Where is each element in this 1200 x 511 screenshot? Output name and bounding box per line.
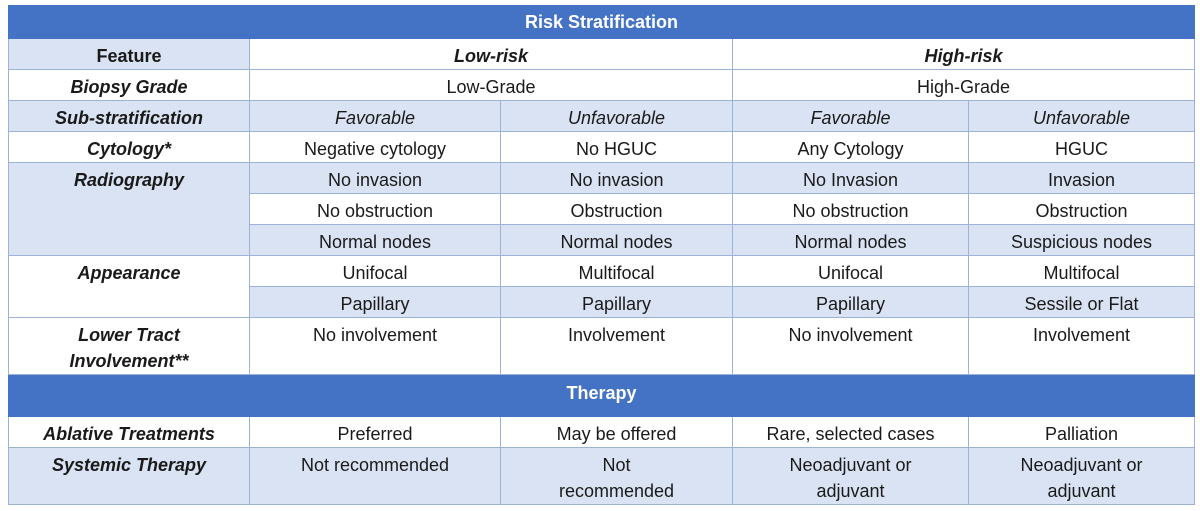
substrat-label: Sub-stratification bbox=[8, 100, 250, 132]
app-r2-c2: Papillary bbox=[500, 286, 733, 318]
systemic-row: Systemic Therapy Not recommended Not rec… bbox=[8, 447, 1196, 505]
radio-r1-c1: No invasion bbox=[249, 162, 501, 194]
ablative-row: Ablative Treatments Preferred May be off… bbox=[8, 416, 1196, 448]
app-r2-c1: Papillary bbox=[249, 286, 501, 318]
risk-stratification-table: Risk Stratification Feature Low-risk Hig… bbox=[7, 5, 1196, 505]
radio-r2-c1: No obstruction bbox=[249, 193, 501, 225]
app-r1-c1: Unifocal bbox=[249, 255, 501, 287]
ablative-c4: Palliation bbox=[967, 416, 1196, 448]
biopsy-row: Biopsy Grade Low-Grade High-Grade bbox=[8, 69, 1196, 101]
app-r1-c2: Multifocal bbox=[500, 255, 733, 287]
cytology-c1: Negative cytology bbox=[249, 131, 501, 163]
appearance-row-1: Appearance Unifocal Multifocal Unifocal … bbox=[8, 255, 1196, 318]
radiography-row-2: No obstruction Obstruction No obstructio… bbox=[9, 193, 1196, 225]
header-row: Feature Low-risk High-risk bbox=[8, 38, 1196, 70]
biopsy-label: Biopsy Grade bbox=[8, 69, 250, 101]
radiography-row-3: Normal nodes Normal nodes Normal nodes S… bbox=[9, 224, 1196, 256]
appearance-row-2: Papillary Papillary Papillary Sessile or… bbox=[9, 286, 1196, 318]
app-r1-c4: Multifocal bbox=[967, 255, 1196, 287]
app-r2-c3: Papillary bbox=[732, 286, 969, 318]
radio-r1-c4: Invasion bbox=[967, 162, 1196, 194]
systemic-c4-line2: adjuvant bbox=[1047, 481, 1116, 501]
app-r1-c3: Unifocal bbox=[732, 255, 969, 287]
substrat-c3: Favorable bbox=[732, 100, 969, 132]
systemic-c3: Neoadjuvant or adjuvant bbox=[732, 447, 969, 505]
lower-tract-c4: Involvement bbox=[967, 317, 1196, 375]
ablative-c1: Preferred bbox=[249, 416, 501, 448]
systemic-c2: Not recommended bbox=[500, 447, 733, 505]
systemic-c4-line1: Neoadjuvant or bbox=[1020, 455, 1143, 475]
risk-table-container: Risk Stratification Feature Low-risk Hig… bbox=[7, 5, 1196, 505]
therapy-title: Therapy bbox=[7, 374, 1196, 417]
appearance-label: Appearance bbox=[8, 255, 250, 318]
cytology-row: Cytology* Negative cytology No HGUC Any … bbox=[8, 131, 1196, 163]
app-r2-c4: Sessile or Flat bbox=[967, 286, 1196, 318]
radio-r3-c4: Suspicious nodes bbox=[967, 224, 1196, 256]
systemic-c1: Not recommended bbox=[249, 447, 501, 505]
ablative-c2: May be offered bbox=[500, 416, 733, 448]
lower-tract-c2: Involvement bbox=[500, 317, 733, 375]
ablative-label: Ablative Treatments bbox=[8, 416, 250, 448]
systemic-c4: Neoadjuvant or adjuvant bbox=[967, 447, 1196, 505]
radio-r3-c1: Normal nodes bbox=[249, 224, 501, 256]
biopsy-low: Low-Grade bbox=[249, 69, 733, 101]
table-title: Risk Stratification bbox=[7, 5, 1196, 39]
substrat-c2: Unfavorable bbox=[500, 100, 733, 132]
lower-tract-c1: No involvement bbox=[249, 317, 501, 375]
systemic-c3-line2: adjuvant bbox=[816, 481, 885, 501]
systemic-label: Systemic Therapy bbox=[8, 447, 250, 505]
substrat-c1: Favorable bbox=[249, 100, 501, 132]
cytology-c4: HGUC bbox=[967, 131, 1196, 163]
systemic-c3-line1: Neoadjuvant or bbox=[789, 455, 912, 475]
feature-header: Feature bbox=[8, 38, 250, 70]
title-row: Risk Stratification bbox=[7, 5, 1196, 39]
high-risk-header: High-risk bbox=[731, 38, 1196, 70]
systemic-c2-line2: recommended bbox=[558, 481, 675, 501]
systemic-c2-line1: Not bbox=[602, 455, 631, 475]
therapy-title-row: Therapy bbox=[7, 374, 1196, 417]
radio-r3-c3: Normal nodes bbox=[732, 224, 969, 256]
radio-r2-c3: No obstruction bbox=[732, 193, 969, 225]
cytology-label: Cytology* bbox=[8, 131, 250, 163]
lower-tract-label-line1: Lower Tract bbox=[78, 325, 180, 345]
lower-tract-label-line2: Involvement** bbox=[69, 351, 189, 371]
biopsy-high: High-Grade bbox=[731, 69, 1196, 101]
lower-tract-row: Lower Tract Involvement** No involvement… bbox=[8, 317, 1196, 375]
substrat-c4: Unfavorable bbox=[967, 100, 1196, 132]
substrat-row: Sub-stratification Favorable Unfavorable… bbox=[8, 100, 1196, 132]
radiography-row-1: Radiography No invasion No invasion No I… bbox=[8, 162, 1196, 256]
ablative-c3: Rare, selected cases bbox=[732, 416, 969, 448]
low-risk-header: Low-risk bbox=[249, 38, 733, 70]
cytology-c3: Any Cytology bbox=[732, 131, 969, 163]
radiography-label: Radiography bbox=[8, 162, 250, 256]
radio-r2-c4: Obstruction bbox=[967, 193, 1196, 225]
lower-tract-label: Lower Tract Involvement** bbox=[8, 317, 250, 375]
cytology-c2: No HGUC bbox=[500, 131, 733, 163]
lower-tract-c3: No involvement bbox=[732, 317, 969, 375]
radio-r1-c3: No Invasion bbox=[732, 162, 969, 194]
radio-r1-c2: No invasion bbox=[500, 162, 733, 194]
radio-r3-c2: Normal nodes bbox=[500, 224, 733, 256]
radio-r2-c2: Obstruction bbox=[500, 193, 733, 225]
